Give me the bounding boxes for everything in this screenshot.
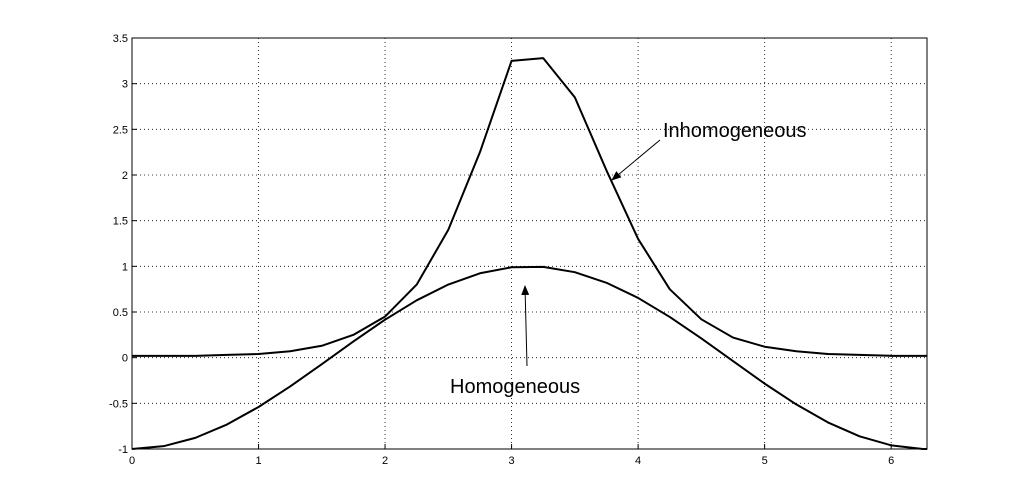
y-tick-label: 1.5	[113, 216, 128, 228]
x-tick-label: 5	[762, 455, 768, 467]
y-tick-label: 2.5	[113, 124, 128, 136]
annotation-arrow	[611, 139, 661, 181]
y-tick-label: 3.5	[113, 33, 128, 45]
annotation-arrow	[521, 285, 530, 367]
axes-box	[131, 37, 928, 450]
y-tick-label: -1	[118, 444, 128, 456]
series-line	[132, 57, 927, 357]
y-tick-label: 3	[122, 79, 128, 91]
y-tick-label: -0.5	[109, 398, 128, 410]
x-tick-label: 4	[635, 455, 641, 467]
series-line	[131, 265, 927, 450]
annotation: Homogeneous	[450, 376, 580, 398]
x-tick-label: 1	[255, 455, 261, 467]
x-tick-label: 2	[382, 455, 388, 467]
y-tick-label: 0.5	[113, 307, 128, 319]
y-tick-label: 2	[122, 170, 128, 182]
x-tick-label: 3	[509, 455, 515, 467]
annotation: Inhomogeneous	[663, 120, 806, 142]
lines	[131, 57, 927, 450]
y-tick-label: 0	[122, 353, 128, 365]
plot-area	[132, 38, 927, 449]
y-tick-label: 1	[122, 261, 128, 273]
x-tick-label: 6	[888, 455, 894, 467]
x-tick-label: 0	[129, 455, 135, 467]
